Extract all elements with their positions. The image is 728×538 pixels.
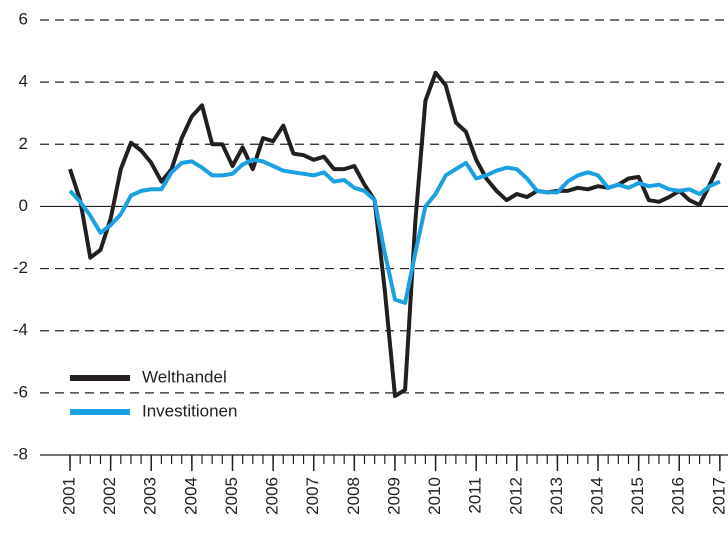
series-line: [68, 157, 721, 305]
y-tick-label: -8: [13, 444, 28, 463]
x-tick-label: 2012: [506, 477, 525, 515]
y-tick-label: 4: [19, 72, 28, 91]
x-tick-label: 2007: [303, 477, 322, 515]
x-tick-label: 2004: [181, 477, 200, 515]
x-tick-label: 2015: [628, 477, 647, 515]
x-tick-label: 2001: [60, 477, 79, 515]
y-tick-label: 2: [19, 134, 28, 153]
y-tick-label: -6: [13, 382, 28, 401]
legend-label: Investitionen: [142, 401, 237, 420]
x-tick-label: 2014: [588, 477, 607, 515]
y-tick-label: 0: [19, 196, 28, 215]
x-tick-label: 2016: [669, 477, 688, 515]
x-tick-label: 2005: [222, 477, 241, 515]
x-tick-label: 2003: [141, 477, 160, 515]
x-tick-label: 2013: [547, 477, 566, 515]
x-tick-label: 2011: [466, 477, 485, 514]
y-tick-label: 6: [19, 9, 28, 28]
y-tick-label: -2: [13, 258, 28, 277]
legend-label: Welthandel: [142, 367, 227, 386]
x-tick-label: 2010: [425, 477, 444, 515]
x-tick-label: 2008: [344, 477, 363, 515]
y-tick-label: -4: [13, 320, 28, 339]
x-tick-label: 2006: [263, 477, 282, 515]
x-tick-label: 2017: [709, 477, 728, 515]
x-tick-label: 2009: [384, 477, 403, 515]
x-tick-label: 2002: [100, 477, 119, 515]
series-line: [68, 70, 722, 398]
